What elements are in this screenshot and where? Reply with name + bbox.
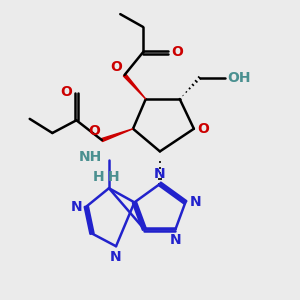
Text: OH: OH [227,71,251,85]
Text: N: N [110,250,122,264]
Text: O: O [110,60,122,74]
Polygon shape [101,129,133,142]
Text: O: O [171,45,183,59]
Text: N: N [70,200,82,214]
Text: H: H [93,170,105,184]
Text: N: N [190,195,201,209]
Text: N: N [170,233,181,247]
Text: N: N [154,167,166,181]
Text: O: O [60,85,72,99]
Text: O: O [197,122,209,136]
Text: H: H [107,170,119,184]
Text: O: O [88,124,101,138]
Polygon shape [123,74,146,99]
Text: NH: NH [79,150,102,164]
